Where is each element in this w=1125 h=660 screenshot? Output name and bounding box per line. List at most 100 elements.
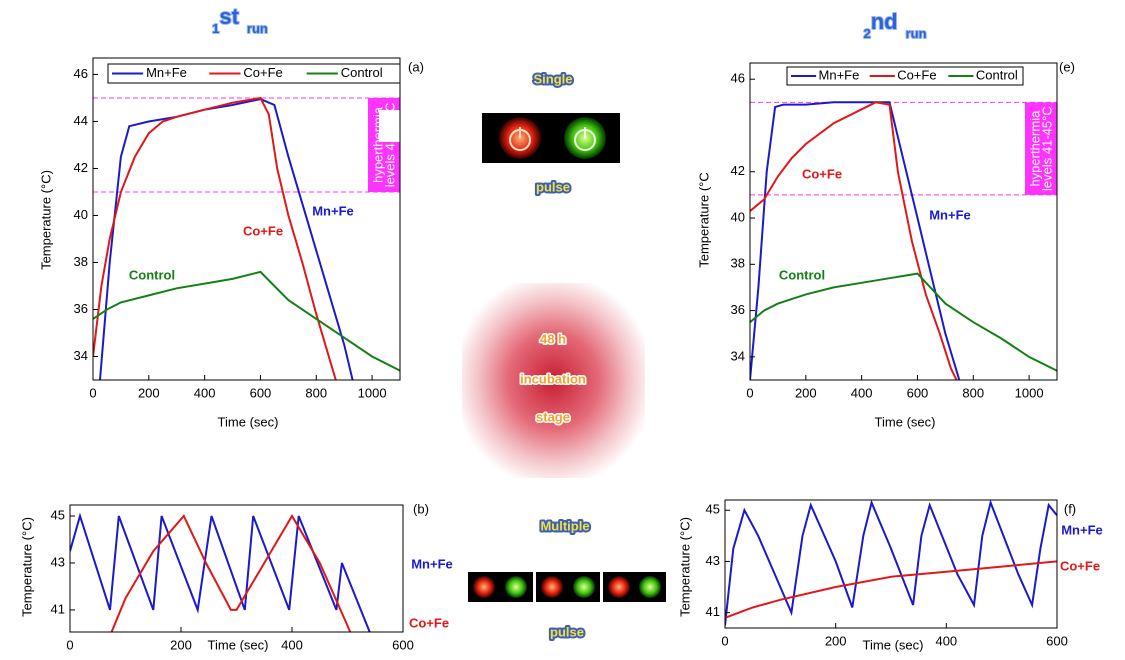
y-tick-label: 40 (731, 209, 745, 224)
plot-frame (750, 63, 1057, 380)
x-tick-label: 0 (66, 637, 73, 652)
legend-label: Mn+Fe (819, 67, 860, 82)
y-tick-label: 44 (74, 113, 88, 128)
band-occluder (379, 110, 400, 142)
series-annotation: Mn+Fe (411, 556, 453, 571)
run-number: 1 (212, 21, 219, 36)
plot-lines (750, 102, 1057, 380)
x-tick-label: 200 (138, 385, 160, 400)
y-tick-label: 42 (74, 160, 88, 175)
legend-label: Control (976, 67, 1018, 82)
panel-label: (e) (1059, 59, 1075, 74)
incubation-label: stage (536, 409, 570, 424)
y-tick-label: 36 (74, 301, 88, 316)
incubation-label: 48 h (540, 331, 566, 346)
y-tick-label: 46 (74, 66, 88, 81)
panel-label: (a) (408, 59, 424, 74)
y-tick-label: 46 (731, 71, 745, 86)
y-axis-label: Temperature (°C) (19, 517, 34, 617)
x-axis-label: Time (sec) (208, 637, 269, 652)
y-tick-label: 45 (51, 507, 65, 522)
y-tick-label: 43 (706, 553, 720, 568)
series-annotation: Co+Fe (243, 223, 283, 238)
x-axis-label: Time (sec) (218, 414, 279, 429)
series-line (725, 503, 1057, 626)
y-tick-label: 34 (74, 348, 88, 363)
figure: 1strun 2ndrun Single pulse 48 h incubati… (0, 0, 1125, 660)
x-tick-label: 400 (194, 385, 216, 400)
x-tick-label: 0 (89, 385, 96, 400)
y-tick-label: 42 (731, 163, 745, 178)
plot-frame (93, 58, 400, 380)
x-axis-label: Time (sec) (875, 414, 936, 429)
series-annotation: Co+Fe (409, 615, 449, 630)
x-tick-label: 0 (746, 385, 753, 400)
x-tick-label: 800 (962, 385, 984, 400)
x-tick-label: 1000 (358, 385, 387, 400)
run-title: 1strun (212, 4, 268, 37)
single-label: Single (533, 71, 572, 86)
series-line (112, 516, 351, 632)
y-tick-label: 45 (706, 502, 720, 517)
panel-label: (b) (413, 501, 429, 516)
x-tick-label: 600 (1046, 633, 1068, 648)
run-suffix: st (219, 4, 239, 29)
series-line (750, 274, 1057, 371)
x-tick-label: 400 (935, 633, 957, 648)
series-annotation: Control (129, 267, 175, 282)
y-tick-label: 34 (731, 348, 745, 363)
plot-lines (93, 98, 400, 380)
legend-label: Co+Fe (897, 67, 936, 82)
legend-label: Mn+Fe (146, 65, 187, 80)
y-tick-label: 40 (74, 207, 88, 222)
x-tick-label: 200 (170, 637, 192, 652)
run-word: run (906, 26, 927, 41)
y-axis-label: Temperature (°C) (677, 517, 692, 617)
y-tick-label: 43 (51, 554, 65, 569)
series-annotation: Co+Fe (802, 166, 842, 181)
series-line (725, 561, 1057, 617)
x-axis-label: Time (sec) (863, 637, 924, 652)
legend-label: Co+Fe (243, 65, 282, 80)
band-label: levels 41-45°C (1039, 106, 1054, 191)
x-tick-label: 600 (250, 385, 272, 400)
series-line (750, 102, 959, 380)
x-tick-label: 200 (795, 385, 817, 400)
x-tick-label: 1000 (1015, 385, 1044, 400)
series-annotation: Mn+Fe (1061, 522, 1103, 537)
pulse-label: pulse (550, 624, 584, 639)
legend-label: Control (341, 65, 383, 80)
x-tick-label: 600 (907, 385, 929, 400)
y-tick-label: 41 (706, 604, 720, 619)
multiple-pulse-icons (468, 572, 666, 602)
run-word: run (247, 21, 268, 36)
y-tick-label: 36 (731, 302, 745, 317)
plot-lines (70, 516, 370, 632)
y-axis-label: Temperature (°C) (38, 170, 53, 270)
x-tick-label: 600 (392, 637, 414, 652)
plot-frame (725, 500, 1057, 628)
y-tick-label: 38 (731, 256, 745, 271)
series-line (93, 98, 336, 380)
series-annotation: Control (779, 267, 825, 282)
run-title: 2ndrun (863, 9, 926, 42)
x-tick-label: 800 (305, 385, 327, 400)
series-line (750, 102, 957, 380)
incubation-label: incubation (520, 371, 586, 386)
plot-lines (725, 503, 1057, 626)
x-tick-label: 400 (851, 385, 873, 400)
series-annotation: Co+Fe (1060, 558, 1100, 573)
x-tick-label: 0 (721, 633, 728, 648)
y-tick-label: 38 (74, 254, 88, 269)
run-number: 2 (863, 26, 870, 41)
single-pulse-icons (482, 113, 620, 163)
series-annotation: Mn+Fe (312, 203, 354, 218)
x-tick-label: 400 (281, 637, 303, 652)
pulse-label: pulse (536, 179, 570, 194)
multiple-label: Multiple (540, 518, 589, 533)
series-line (100, 99, 353, 380)
y-tick-label: 41 (51, 601, 65, 616)
series-line (93, 272, 400, 371)
y-axis-label: Temperature (°C (696, 172, 711, 268)
x-tick-label: 200 (825, 633, 847, 648)
